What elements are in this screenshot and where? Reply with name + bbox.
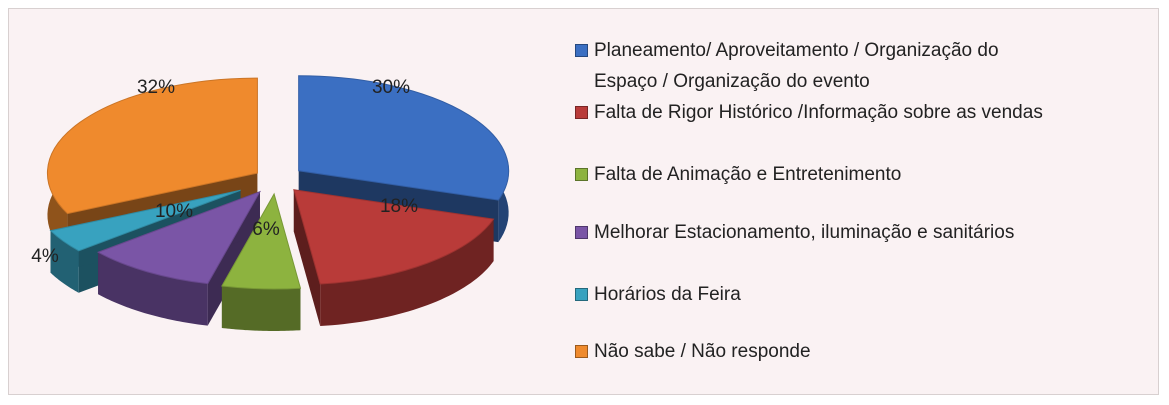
legend-item: Falta de Rigor Histórico /Informação sob…: [575, 97, 1043, 128]
pie-slice: [293, 189, 495, 285]
legend-swatch: [575, 44, 588, 57]
legend-swatch: [575, 288, 588, 301]
legend-swatch: [575, 106, 588, 119]
data-label: 4%: [31, 246, 59, 267]
data-label: 6%: [252, 219, 280, 240]
data-label: 32%: [137, 77, 175, 98]
data-label: 30%: [372, 77, 410, 98]
legend-label: Planeamento/ Aproveitamento / Organizaçã…: [594, 40, 999, 92]
slice-side: [221, 285, 301, 331]
legend-item: Falta de Animação e Entretenimento: [575, 159, 901, 190]
legend-swatch: [575, 168, 588, 181]
legend-label: Falta de Rigor Histórico /Informação sob…: [594, 102, 1043, 123]
legend-label: Horários da Feira: [594, 284, 741, 305]
pie-slice: [96, 190, 262, 285]
slice-side: [320, 219, 494, 327]
legend-label: Não sabe / Não responde: [594, 341, 811, 362]
slice-side: [50, 230, 79, 293]
pie-slice: [46, 77, 258, 215]
legend-item: Melhorar Estacionamento, iluminação e sa…: [575, 217, 1014, 248]
legend-item: Planeamento/ Aproveitamento / Organizaçã…: [575, 35, 1064, 97]
legend-label: Falta de Animação e Entretenimento: [594, 164, 902, 185]
legend-item: Horários da Feira: [575, 279, 741, 310]
legend-swatch: [575, 345, 588, 358]
pie-chart: 30% 18% 6% 10% 4% 32%: [31, 75, 510, 331]
data-label: 10%: [155, 201, 193, 222]
data-label: 18%: [380, 196, 418, 217]
pie-slice: [298, 75, 510, 201]
slice-side: [98, 252, 208, 326]
legend-label: Melhorar Estacionamento, iluminação e sa…: [594, 222, 1015, 243]
legend-item: Não sabe / Não responde: [575, 336, 811, 367]
pie-slice: [221, 192, 302, 290]
legend-swatch: [575, 226, 588, 239]
slice-side: [293, 189, 321, 327]
pie-slice: [49, 189, 241, 252]
chart-area: 30% 18% 6% 10% 4% 32% Planeamento/ Aproveitam…: [8, 8, 1159, 395]
